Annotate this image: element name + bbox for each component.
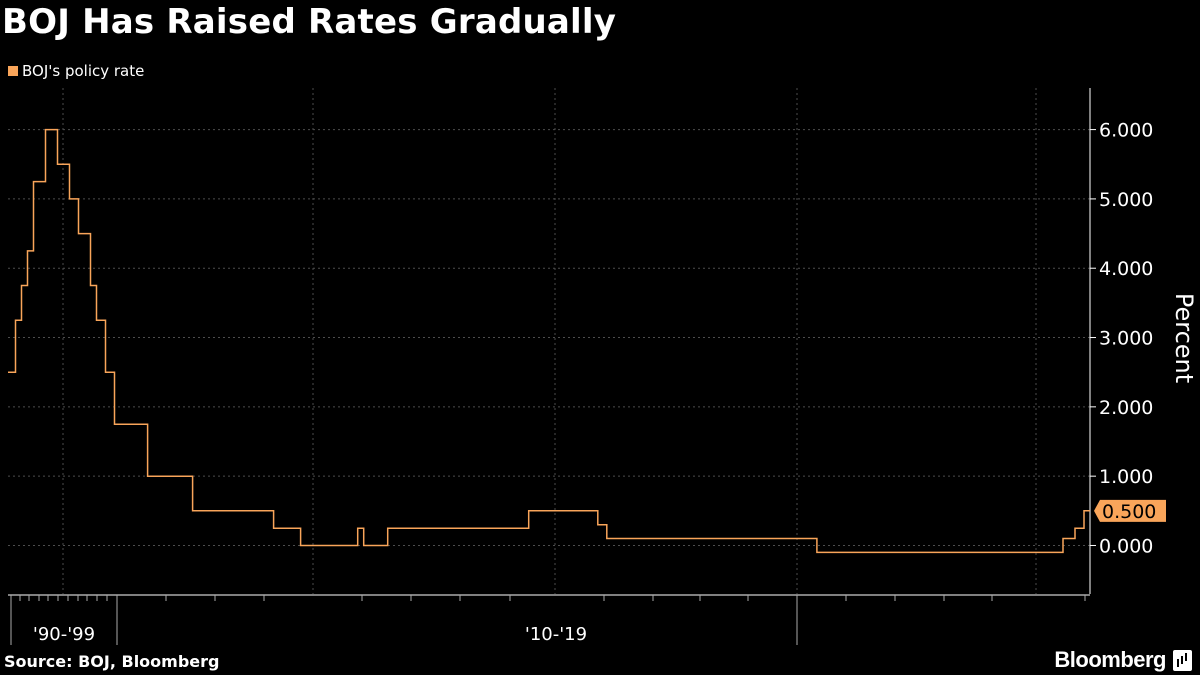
y-tick-label: 1.000 (1099, 466, 1153, 488)
legend-swatch (8, 66, 18, 76)
x-tick-label: '90-'99 (33, 624, 95, 645)
y-tick-label: 3.000 (1099, 328, 1153, 350)
terminal-icon (1173, 650, 1192, 671)
series-line (8, 128, 1090, 554)
y-tick-label: 4.000 (1099, 258, 1153, 280)
last-value-label: 0.500 (1102, 501, 1156, 523)
legend-label: BOJ's policy rate (22, 62, 145, 80)
y-tick-label: 5.000 (1099, 189, 1153, 211)
bloomberg-logo: Bloomberg (1054, 647, 1166, 672)
x-tick-label: '10-'19 (525, 624, 587, 645)
chart-title: BOJ Has Raised Rates Gradually (2, 2, 617, 42)
y-tick-label: 2.000 (1099, 397, 1153, 419)
source-note: Source: BOJ, Bloomberg (4, 652, 220, 671)
y-tick-label: 6.000 (1099, 120, 1153, 142)
legend: BOJ's policy rate (8, 61, 144, 81)
last-value-badge (1094, 499, 1166, 522)
y-axis-label: Percent (1170, 293, 1198, 383)
y-tick-label: 0.000 (1099, 535, 1153, 557)
